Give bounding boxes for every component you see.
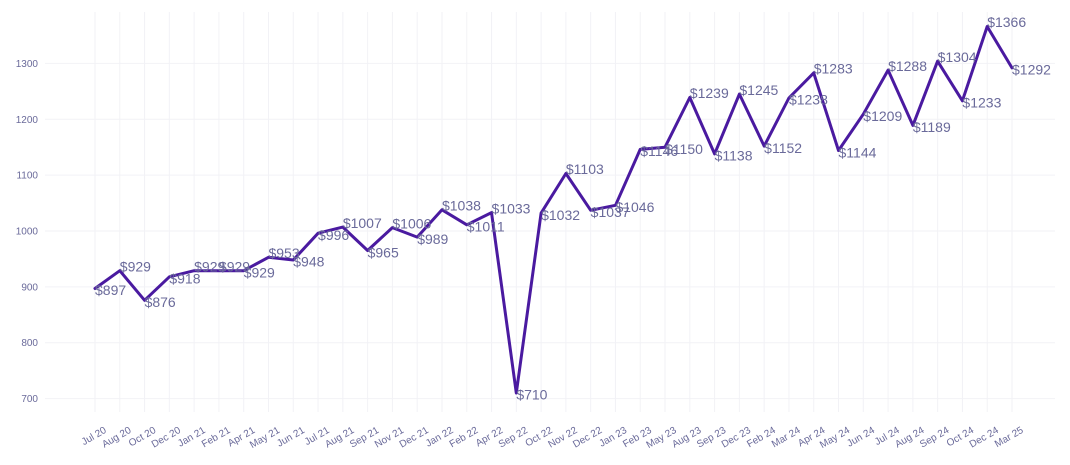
data-label: $1033 [492, 200, 531, 216]
data-label: $1144 [839, 144, 877, 160]
data-label: $1283 [814, 61, 853, 77]
data-label: $1152 [764, 140, 802, 156]
data-label: $1138 [715, 148, 753, 164]
x-tick-label: Dec 22 [571, 425, 604, 451]
data-label: $1292 [1012, 62, 1051, 78]
data-label: $948 [293, 254, 324, 270]
data-label: $1037 [591, 204, 630, 220]
y-tick-label: 1000 [16, 226, 39, 237]
data-label: $1304 [938, 49, 977, 65]
data-label: $1366 [987, 14, 1026, 30]
data-label: $996 [318, 227, 349, 243]
y-tick-label: 700 [21, 394, 38, 405]
series-line-layer [93, 25, 1014, 395]
y-tick-label: 900 [21, 282, 38, 293]
data-label: $1288 [888, 58, 927, 74]
data-label: $1239 [690, 85, 729, 101]
x-tick-label: Sep 22 [497, 425, 530, 451]
data-label: $953 [268, 245, 299, 261]
y-tick-label: 1100 [16, 171, 38, 182]
data-label: $1006 [392, 215, 431, 231]
data-label: $1007 [343, 215, 382, 231]
x-tick-label: Dec 21 [398, 425, 431, 451]
data-label: $1046 [615, 199, 654, 215]
data-label: $897 [95, 282, 126, 298]
data-label: $1233 [962, 95, 1001, 111]
grid [45, 12, 1055, 412]
data-label: $710 [516, 387, 547, 403]
data-label: $1038 [442, 197, 481, 213]
x-tick-label: Dec 20 [150, 425, 183, 451]
data-label: $929 [244, 264, 275, 280]
data-label: $1103 [566, 161, 604, 177]
data-label: $989 [417, 231, 448, 247]
data-label: $929 [194, 258, 225, 274]
y-tick-label: 1300 [16, 59, 39, 70]
x-tick-label: Jun 21 [275, 425, 307, 450]
data-label: $929 [219, 258, 250, 274]
x-tick-label: Feb 22 [448, 425, 481, 450]
y-tick-label: 800 [21, 338, 38, 349]
x-tick-label: Mar 25 [993, 425, 1026, 450]
x-tick-label: Mar 24 [770, 425, 803, 450]
data-label: $1146 [640, 143, 678, 159]
y-tick-label: 1200 [16, 115, 39, 126]
data-label: $1209 [863, 108, 902, 124]
x-tick-label: Sep 24 [918, 425, 951, 451]
series-line [93, 25, 1014, 395]
data-label: $929 [120, 258, 151, 274]
data-label: $1032 [541, 207, 580, 223]
data-label: $1245 [739, 82, 778, 98]
data-label: $965 [368, 244, 399, 260]
data-label: $1150 [665, 141, 703, 157]
x-tick-label: Aug 20 [100, 425, 133, 451]
x-tick-label: Feb 21 [200, 425, 233, 450]
x-tick-label: Jun 24 [845, 425, 877, 450]
y-axis-ticks: 700 800 900 1000 1100 1200 1300 [16, 59, 39, 405]
data-labels: $897$929$876$918$929$929$929$953$948$996… [95, 14, 1051, 402]
data-label: $918 [169, 271, 200, 287]
data-label: $1011 [467, 219, 505, 235]
data-label: $876 [145, 294, 176, 310]
data-label: $1238 [789, 92, 828, 108]
data-label: $1189 [913, 119, 951, 135]
